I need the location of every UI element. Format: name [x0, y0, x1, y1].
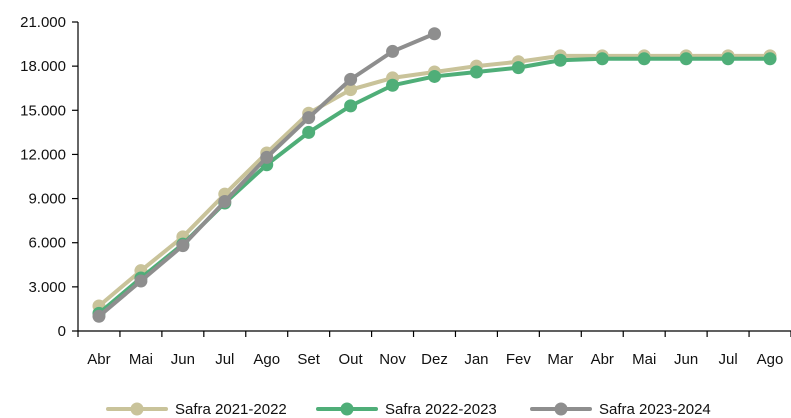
- legend-swatch-marker: [554, 402, 568, 416]
- legend-item: Safra 2023-2024: [530, 401, 711, 418]
- data-point: [721, 52, 735, 66]
- data-point: [428, 27, 441, 41]
- data-point: [134, 274, 148, 288]
- data-point: [469, 65, 483, 79]
- legend-label: Safra 2021-2022: [175, 401, 287, 418]
- x-tick-label: Ago: [253, 351, 280, 368]
- data-point: [302, 111, 316, 125]
- x-tick-label: Jun: [674, 351, 698, 368]
- series-line: [96, 53, 773, 308]
- x-tick-label: Dez: [421, 351, 448, 368]
- x-tick-label: Abr: [591, 351, 614, 368]
- data-point: [511, 61, 525, 75]
- series-line: [96, 56, 773, 316]
- data-point: [386, 44, 400, 58]
- x-tick-label: Jul: [215, 351, 234, 368]
- data-point: [260, 150, 274, 164]
- y-tick-label: 6.000: [28, 235, 66, 252]
- y-axis-ticks: 0 3.000 6.000 9.000 12.000 15.000 18.000 21.000: [20, 14, 78, 340]
- x-tick-label: Mai: [632, 351, 656, 368]
- y-tick-label: 9.000: [28, 191, 66, 208]
- series-2: [92, 52, 777, 320]
- data-point: [386, 78, 400, 92]
- legend-label: Safra 2023-2024: [599, 401, 711, 418]
- legend-item: Safra 2022-2023: [316, 401, 497, 418]
- y-tick-label: 3.000: [28, 279, 66, 296]
- legend: Safra 2021-2022 Safra 2022-2023 Safra 2023…: [106, 401, 711, 418]
- data-point: [553, 53, 567, 67]
- series-1: [92, 49, 777, 313]
- data-point: [344, 83, 358, 97]
- x-tick-label: Set: [297, 351, 320, 368]
- x-tick-label: Abr: [87, 351, 110, 368]
- y-tick-label: 12.000: [20, 146, 66, 163]
- data-point: [344, 99, 358, 113]
- data-point: [763, 52, 777, 66]
- data-point: [92, 309, 106, 323]
- data-point: [428, 69, 441, 83]
- series-layer: [92, 27, 777, 323]
- legend-item: Safra 2021-2022: [106, 401, 287, 418]
- legend-swatch-marker: [130, 402, 144, 416]
- x-tick-label: Mai: [129, 351, 153, 368]
- data-point: [595, 52, 609, 66]
- data-point: [637, 52, 651, 66]
- y-tick-label: 15.000: [20, 102, 66, 119]
- y-tick-label: 0: [58, 323, 66, 340]
- x-axis-ticks: Abr Mai Jun Jul Ago Set Out Nov Dez Jan Fev Mar Abr M…: [77, 331, 791, 368]
- legend-swatch-marker: [340, 402, 354, 416]
- x-tick-label: Jun: [171, 351, 195, 368]
- legend-label: Safra 2022-2023: [385, 401, 497, 418]
- x-tick-label: Nov: [379, 351, 406, 368]
- data-point: [176, 239, 190, 253]
- data-point: [679, 52, 693, 66]
- series-3: [92, 27, 441, 323]
- x-tick-label: Ago: [757, 351, 784, 368]
- x-tick-label: Out: [339, 351, 364, 368]
- data-point: [344, 72, 358, 86]
- x-tick-label: Jul: [718, 351, 737, 368]
- x-tick-label: Jan: [464, 351, 488, 368]
- series-line: [96, 31, 437, 319]
- data-point: [218, 195, 232, 209]
- x-tick-label: Mar: [547, 351, 573, 368]
- x-tick-label: Fev: [506, 351, 532, 368]
- y-tick-label: 18.000: [20, 58, 66, 75]
- data-point: [302, 125, 316, 139]
- y-tick-label: 21.000: [20, 14, 66, 31]
